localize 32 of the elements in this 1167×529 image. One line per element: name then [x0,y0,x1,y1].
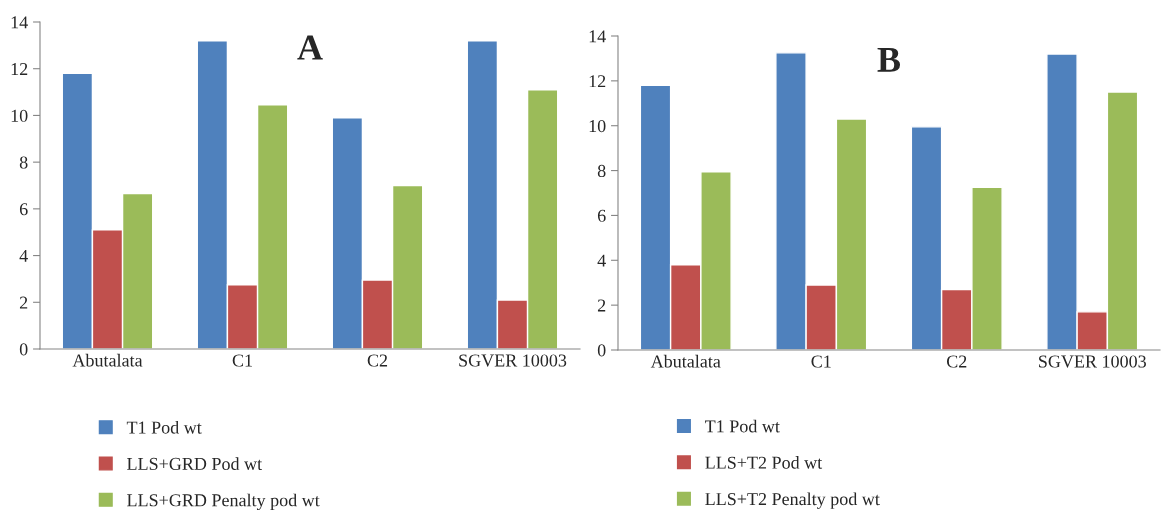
y-tick-label: 12 [11,63,28,75]
legend-label: LLS+T2 Penalty pod wt [705,492,880,509]
x-tick-label: SGVER 10003 [1039,355,1146,368]
y-tick-label: 10 [589,119,606,133]
y-tick-label: 6 [597,209,606,222]
legend-label: LLS+GRD Penalty pod wt [127,493,320,511]
y-tick-label: 4 [19,249,28,262]
chart-title: B [877,47,901,72]
y-tick-label: 8 [597,164,606,178]
y-tick-label: 2 [19,296,28,309]
y-tick-label: 6 [19,203,28,216]
y-tick-label: 14 [11,16,28,29]
y-tick-label: 12 [589,75,606,88]
y-tick-label: 14 [589,30,606,43]
y-tick-label: 8 [19,156,28,169]
chart-title: A [297,35,323,60]
x-tick-label: Abutalata [650,354,721,368]
legend-label: T1 Pod wt [705,419,780,433]
x-tick-label: C2 [946,355,967,368]
x-tick-label: C1 [232,354,252,367]
x-tick-label: SGVER 10003 [459,354,567,367]
x-tick-label: Abutalata [72,353,143,367]
legend-label: LLS+GRD Pod wt [127,457,263,470]
y-tick-label: 0 [597,344,606,357]
y-tick-label: 2 [597,299,606,312]
x-tick-label: C1 [811,355,831,368]
y-tick-label: 0 [19,343,28,356]
x-tick-label: C2 [367,354,388,367]
legend-label: LLS+T2 Pod wt [705,456,823,469]
legend-label: T1 Pod wt [126,420,202,434]
y-tick-label: 4 [597,254,606,267]
y-tick-label: 10 [11,109,28,122]
